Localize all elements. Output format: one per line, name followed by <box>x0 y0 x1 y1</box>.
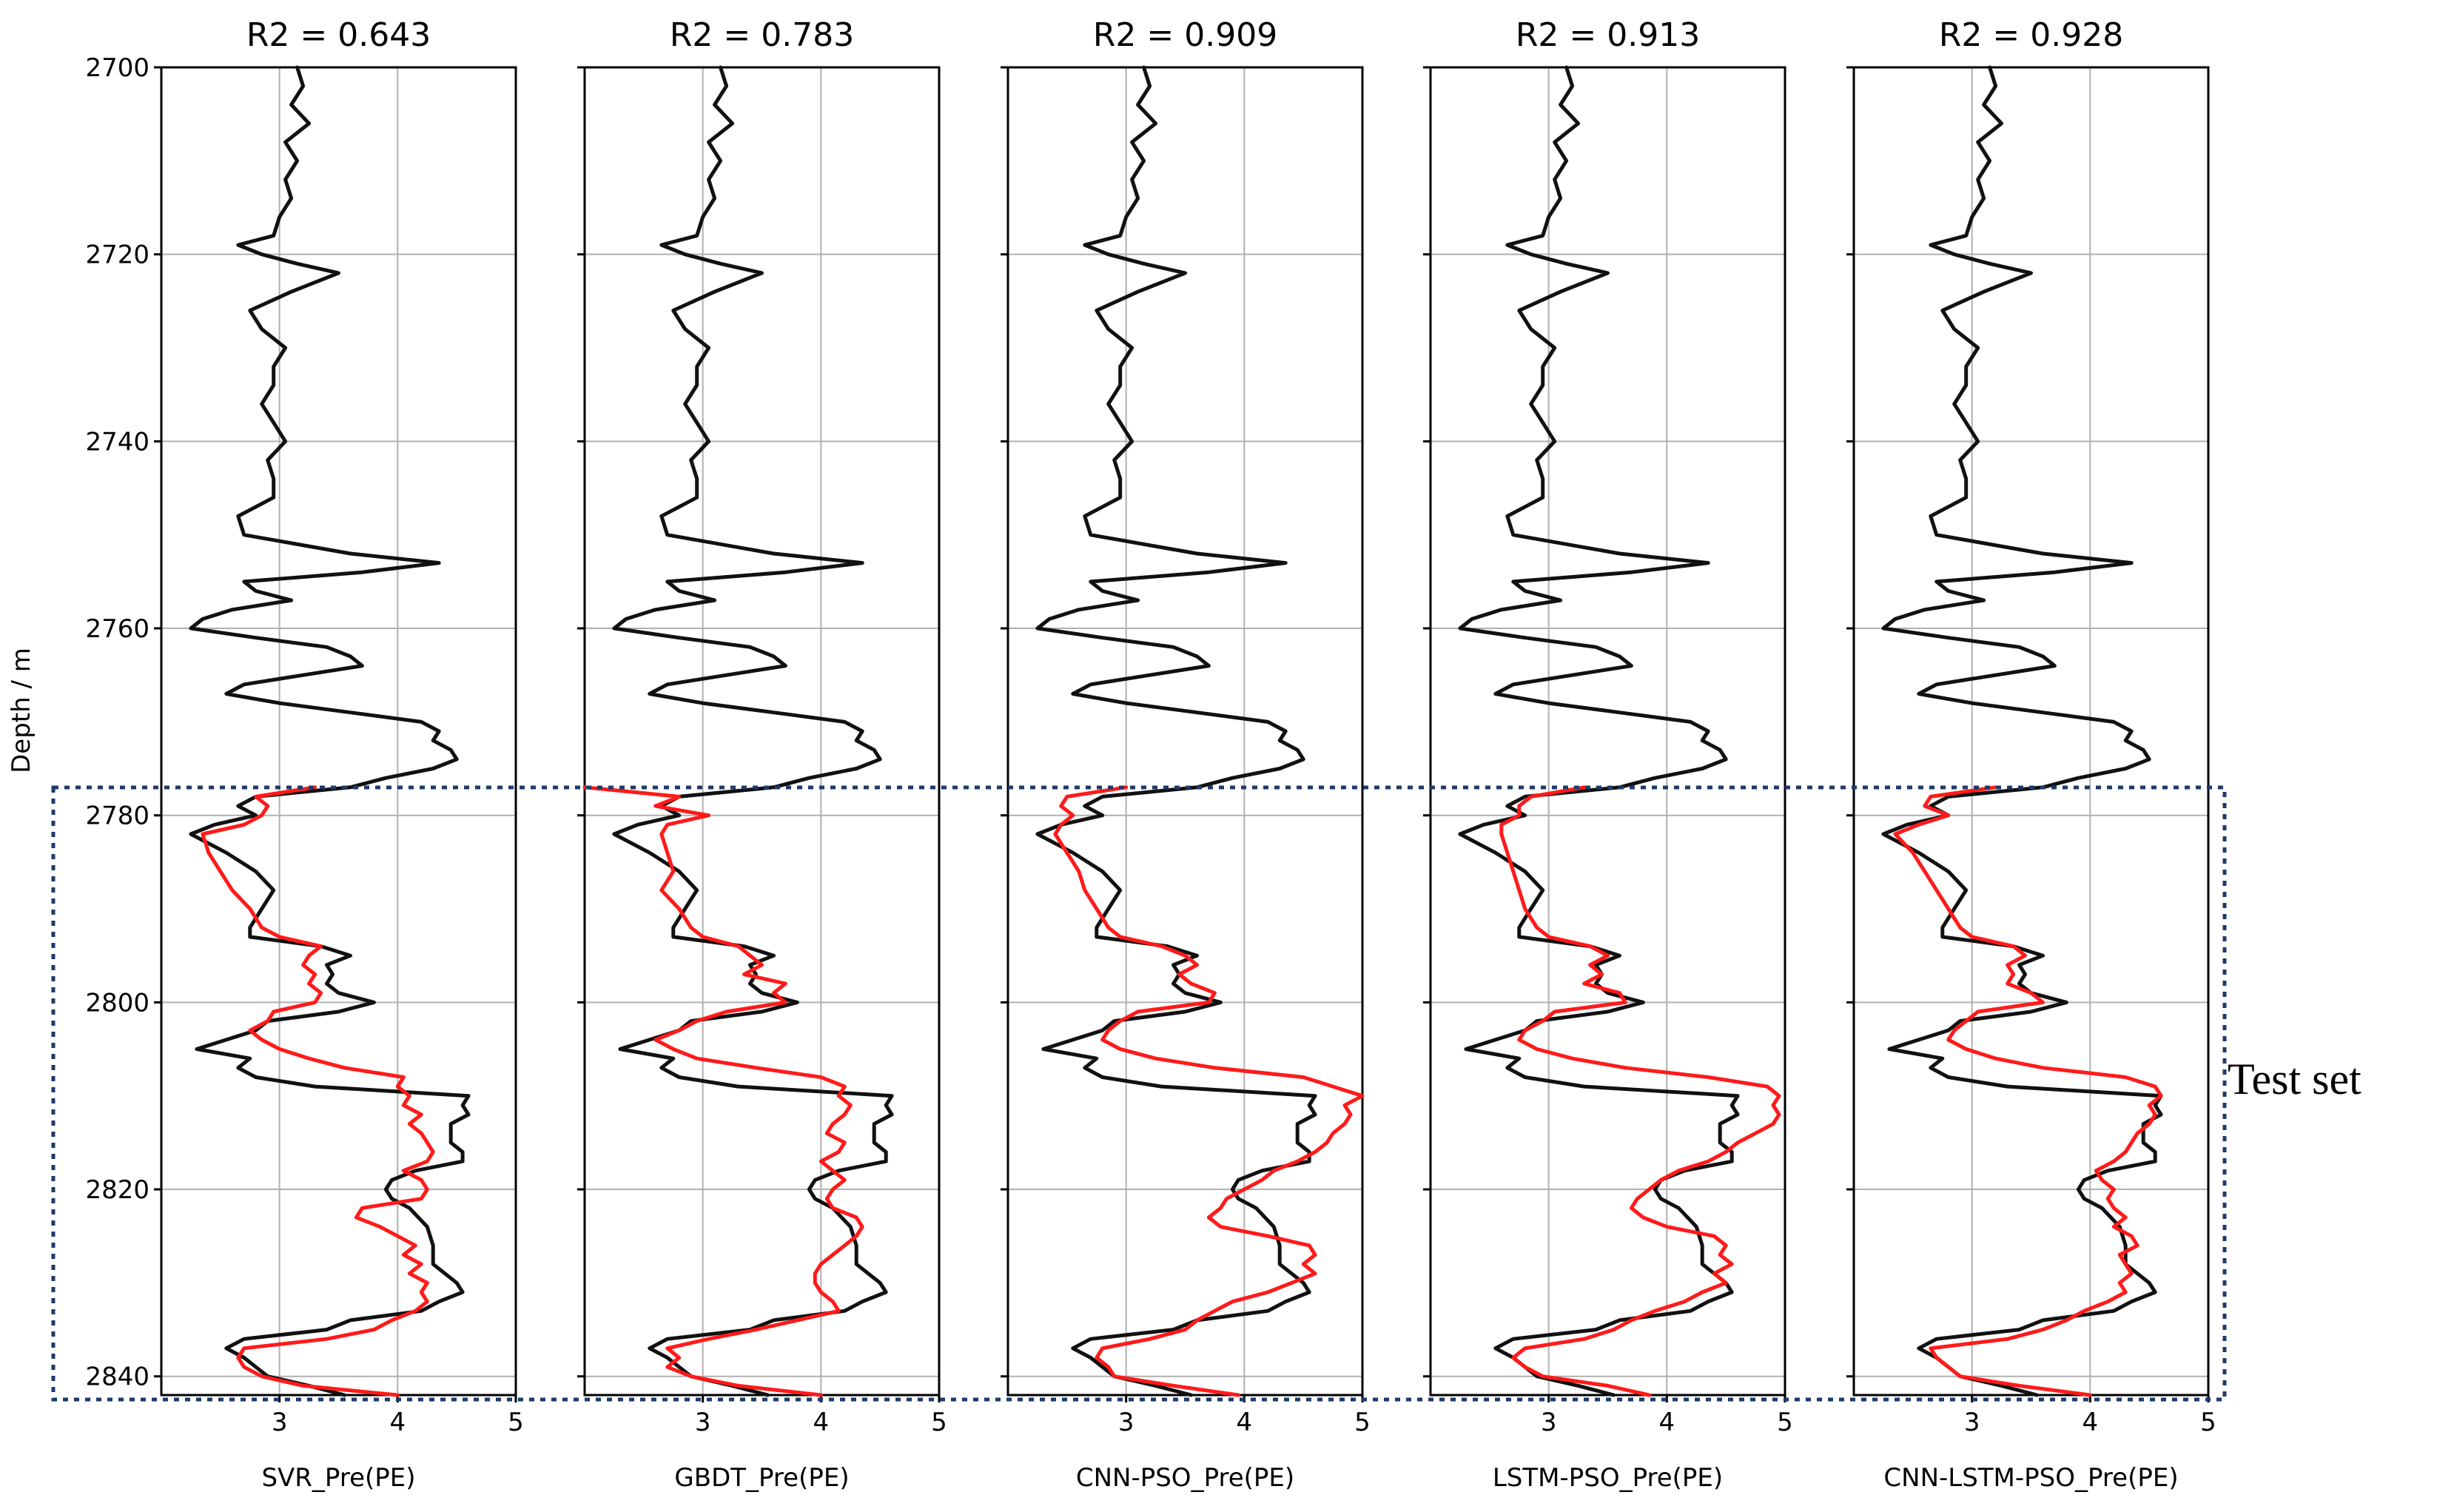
plot-frame <box>1852 66 2210 1397</box>
y-tick-label: 2840 <box>85 1363 149 1392</box>
panels-group: 3 4 5 2700 2720 2740 2760 2780 2800 2820 2840 R2 = … <box>85 16 2216 1493</box>
y-tick-label: 2740 <box>85 427 149 457</box>
series-line-predicted <box>1499 785 1781 1397</box>
x-tick-label: 3 <box>695 1408 711 1437</box>
x-tick-label: 5 <box>931 1408 947 1437</box>
x-tick-label: 3 <box>1964 1408 1980 1437</box>
x-tick-label: 3 <box>1541 1408 1557 1437</box>
y-tick-label: 2720 <box>85 241 149 270</box>
y-tick-label: 2700 <box>85 53 149 83</box>
series-line-measured <box>612 65 894 1397</box>
x-axis-label: CNN-PSO_Pre(PE) <box>1076 1463 1294 1493</box>
panel-title: R2 = 0.783 <box>670 16 854 54</box>
x-tick-label: 4 <box>813 1408 830 1437</box>
series-line-measured <box>1881 65 2163 1397</box>
series-line-predicted <box>201 785 435 1397</box>
chart-panel-2: 3 4 5 R2 = 0.783 GBDT_Pre(PE) <box>577 16 947 1493</box>
plot-frame <box>583 66 941 1397</box>
plot-frame <box>160 66 517 1397</box>
test-set-box <box>51 785 2227 1402</box>
y-tick-label: 2800 <box>85 988 149 1018</box>
x-tick-label: 5 <box>2200 1408 2216 1437</box>
x-axis-label: SVR_Pre(PE) <box>261 1463 415 1493</box>
x-tick-label: 4 <box>390 1408 406 1437</box>
test-set-label: Test set <box>2228 1055 2361 1103</box>
x-tick-label: 5 <box>1777 1408 1793 1437</box>
chart-panel-1: 3 4 5 2700 2720 2740 2760 2780 2800 2820 2840 R2 = … <box>85 16 523 1493</box>
panel-title: R2 = 0.928 <box>1939 16 2123 54</box>
x-tick-label: 4 <box>1659 1408 1675 1437</box>
x-tick-label: 5 <box>1354 1408 1371 1437</box>
panel-title: R2 = 0.909 <box>1093 16 1277 54</box>
panel-title: R2 = 0.913 <box>1516 16 1700 54</box>
series-line-predicted <box>1893 785 2163 1397</box>
x-tick-label: 3 <box>272 1408 288 1437</box>
series-line-predicted <box>1053 785 1365 1397</box>
chart-panel-3: 3 4 5 R2 = 0.909 CNN-PSO_Pre(PE) <box>1001 16 1371 1493</box>
panel-title: R2 = 0.643 <box>246 16 431 54</box>
chart-panel-4: 3 4 5 R2 = 0.913 LSTM-PSO_Pre(PE) <box>1423 16 1793 1493</box>
x-tick-label: 3 <box>1118 1408 1134 1437</box>
x-tick-label: 5 <box>508 1408 524 1437</box>
plot-frame <box>1429 66 1786 1397</box>
x-tick-label: 4 <box>2082 1408 2099 1437</box>
series-line-predicted <box>582 785 864 1397</box>
x-axis-label: CNN-LSTM-PSO_Pre(PE) <box>1883 1463 2178 1493</box>
x-axis-label: LSTM-PSO_Pre(PE) <box>1493 1463 1723 1493</box>
x-axis-label: GBDT_Pre(PE) <box>674 1463 849 1493</box>
series-line-measured <box>1458 65 1740 1397</box>
x-tick-label: 4 <box>1237 1408 1253 1437</box>
chart-panel-5: 3 4 5 R2 = 0.928 CNN-LSTM-PSO_Pre(PE) <box>1846 16 2216 1493</box>
series-line-measured <box>189 65 471 1397</box>
plot-frame <box>1006 66 1364 1397</box>
y-tick-label: 2760 <box>85 614 149 644</box>
y-tick-label: 2780 <box>85 802 149 831</box>
y-tick-label: 2820 <box>85 1175 149 1205</box>
y-axis-label: Depth / m <box>7 648 36 773</box>
series-line-measured <box>1035 65 1317 1397</box>
